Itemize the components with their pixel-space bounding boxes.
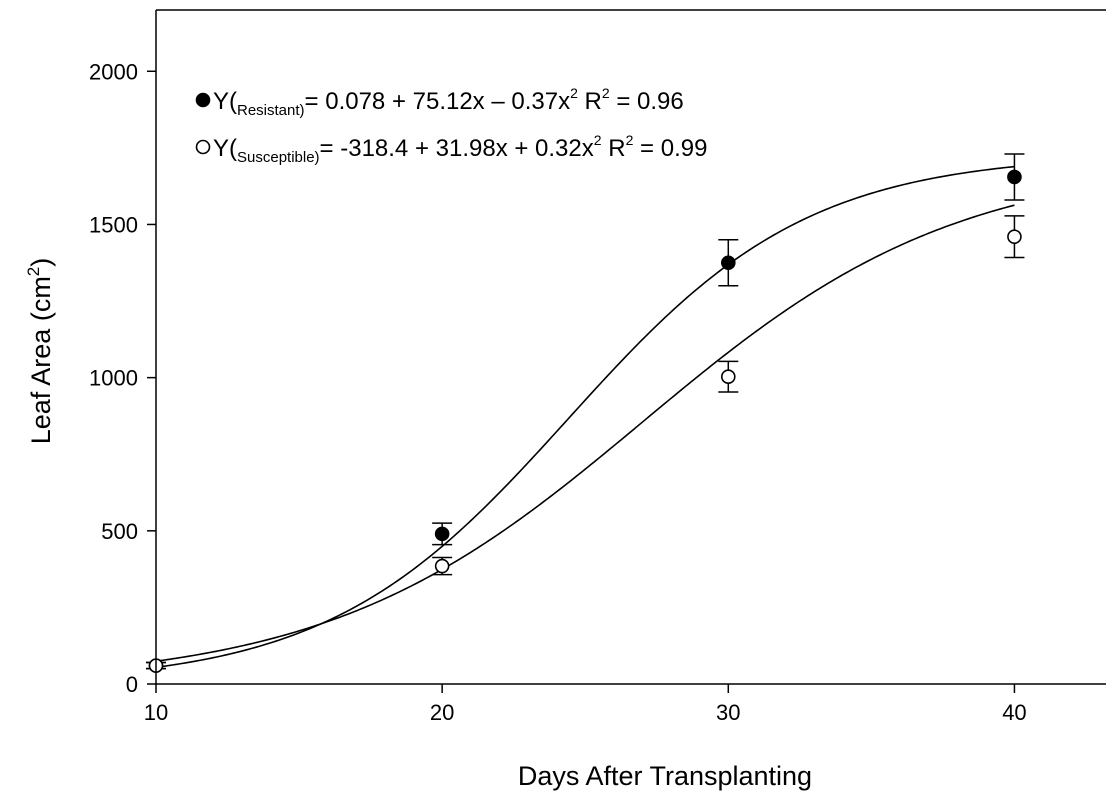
legend-entry-susceptible: Y(Susceptible)= -318.4 + 31.98x + 0.32x2… bbox=[213, 132, 707, 166]
x-tick-label: 30 bbox=[716, 700, 740, 725]
plot-area bbox=[146, 153, 1025, 673]
y-axis-title: Leaf Area (cm2) bbox=[24, 258, 56, 445]
legend-entry-resistant: Y(Resistant)= 0.078 + 75.12x – 0.37x2 R2… bbox=[213, 85, 684, 119]
y-tick-label: 500 bbox=[101, 519, 138, 544]
axes: 10 20 30 40 0 500 1000 1500 2000 Days After Trans… bbox=[24, 9, 1106, 791]
y-tick-label: 0 bbox=[126, 672, 138, 697]
x-tick-label: 40 bbox=[1002, 700, 1026, 725]
y-tick-label: 1500 bbox=[89, 212, 138, 237]
series-susceptible bbox=[146, 204, 1025, 673]
y-tick-label: 2000 bbox=[89, 59, 138, 84]
data-point-resistant bbox=[1007, 169, 1022, 185]
fit-curve-resistant bbox=[155, 165, 1015, 669]
data-point-resistant bbox=[720, 255, 736, 271]
x-axis-title: Days After Transplanting bbox=[518, 761, 812, 791]
fit-curve-susceptible bbox=[155, 204, 1015, 663]
data-point-resistant bbox=[434, 526, 450, 542]
y-tick-label: 1000 bbox=[89, 366, 138, 391]
data-point-susceptible bbox=[1007, 229, 1022, 245]
legend: Y(Resistant)= 0.078 + 75.12x – 0.37x2 R2… bbox=[195, 85, 707, 166]
data-point-susceptible bbox=[434, 558, 450, 574]
x-tick-label: 20 bbox=[430, 700, 454, 725]
series-resistant bbox=[146, 153, 1025, 673]
legend-marker-resistant bbox=[195, 92, 211, 108]
legend-marker-susceptible bbox=[195, 139, 211, 155]
data-point-susceptible bbox=[720, 369, 736, 385]
x-tick-label: 10 bbox=[144, 700, 168, 725]
